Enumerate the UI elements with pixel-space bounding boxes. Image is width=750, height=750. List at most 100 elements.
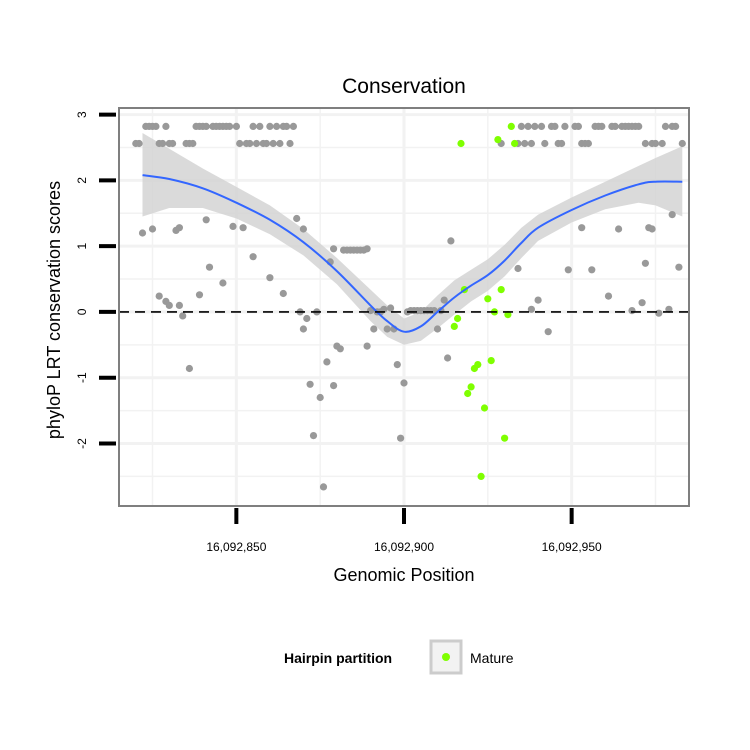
other-point xyxy=(521,139,529,148)
other-point xyxy=(135,139,143,148)
other-point xyxy=(269,139,277,148)
other-point xyxy=(574,122,583,130)
other-point xyxy=(397,434,405,442)
other-point xyxy=(249,122,257,130)
mature-point xyxy=(501,434,509,442)
legend-key-mature-point xyxy=(442,653,450,661)
other-point xyxy=(514,264,522,273)
mature-point xyxy=(474,361,482,369)
other-point xyxy=(380,305,388,313)
other-point xyxy=(387,304,395,312)
other-point xyxy=(541,139,549,148)
other-point xyxy=(229,222,237,230)
other-point xyxy=(256,122,264,130)
other-point xyxy=(266,274,274,282)
smooth-line-layer xyxy=(142,174,683,333)
x-tick-label: 16,092,950 xyxy=(542,540,602,554)
other-point xyxy=(185,364,193,373)
other-point xyxy=(286,139,294,148)
mature-point xyxy=(454,314,462,323)
other-point xyxy=(672,122,680,130)
mature-point xyxy=(487,357,495,365)
other-point xyxy=(162,122,170,130)
y-axis-label: phyloP LRT conservation scores xyxy=(44,181,64,439)
other-point xyxy=(651,139,660,148)
other-point xyxy=(665,305,673,313)
mature-point xyxy=(494,136,502,144)
other-point xyxy=(293,214,301,223)
other-point xyxy=(635,122,643,130)
other-point xyxy=(239,224,247,232)
other-point xyxy=(433,325,442,333)
other-point xyxy=(444,354,452,362)
other-point xyxy=(266,122,274,130)
mature-point xyxy=(507,122,515,130)
y-tick-label: -2 xyxy=(75,438,89,449)
other-point xyxy=(638,299,646,307)
other-point xyxy=(537,122,546,130)
other-point xyxy=(273,122,281,130)
y-tick-label: 1 xyxy=(75,242,89,249)
mature-point xyxy=(497,286,505,294)
other-point xyxy=(611,122,619,130)
other-point xyxy=(299,325,307,333)
other-point xyxy=(658,139,666,148)
other-point xyxy=(544,328,552,336)
axes-layer: 16,092,850 16,092,900 16,092,950 -2 -1 0 1 2 3 xyxy=(75,111,602,554)
other-point xyxy=(584,139,593,148)
mature-point xyxy=(450,322,458,330)
other-point xyxy=(678,139,686,148)
other-point xyxy=(615,225,623,233)
other-point xyxy=(175,301,183,309)
other-point xyxy=(299,225,307,233)
mature-point xyxy=(477,472,485,480)
legend-title: Hairpin partition xyxy=(284,650,392,666)
other-point xyxy=(447,237,455,245)
other-point xyxy=(641,139,650,148)
other-point xyxy=(527,305,536,313)
mature-point xyxy=(510,139,519,148)
other-point xyxy=(232,122,240,130)
mature-point xyxy=(464,389,472,398)
other-point xyxy=(588,266,596,274)
other-point xyxy=(400,379,408,387)
other-point xyxy=(283,122,291,130)
other-point xyxy=(561,122,569,130)
other-point xyxy=(249,253,257,261)
other-point xyxy=(330,382,338,390)
other-point xyxy=(165,301,173,309)
smooth-fit-line xyxy=(142,174,683,333)
other-point xyxy=(363,342,371,350)
other-point xyxy=(564,266,572,274)
other-point xyxy=(641,259,650,267)
other-point xyxy=(383,325,391,333)
other-point xyxy=(219,279,227,287)
y-tick-label: 0 xyxy=(75,308,89,315)
mature-point xyxy=(480,404,489,412)
mature-point xyxy=(504,311,512,319)
other-point xyxy=(668,211,676,219)
other-point xyxy=(148,225,157,233)
other-point xyxy=(648,225,656,233)
other-point xyxy=(655,309,663,317)
other-point xyxy=(578,224,586,232)
other-point xyxy=(252,139,261,148)
other-point xyxy=(517,122,526,130)
other-point xyxy=(179,312,187,320)
y-tick-label: 2 xyxy=(75,177,89,184)
other-point xyxy=(202,216,210,224)
x-axis-label: Genomic Position xyxy=(333,565,474,585)
other-point xyxy=(551,122,559,130)
other-point xyxy=(169,139,177,148)
other-point xyxy=(319,483,328,491)
other-point xyxy=(524,122,532,130)
other-point xyxy=(276,139,284,148)
other-point xyxy=(363,245,371,253)
other-point xyxy=(309,432,318,440)
mature-point xyxy=(467,383,475,391)
other-point xyxy=(303,314,311,323)
other-point xyxy=(279,289,287,298)
other-point xyxy=(534,296,542,304)
